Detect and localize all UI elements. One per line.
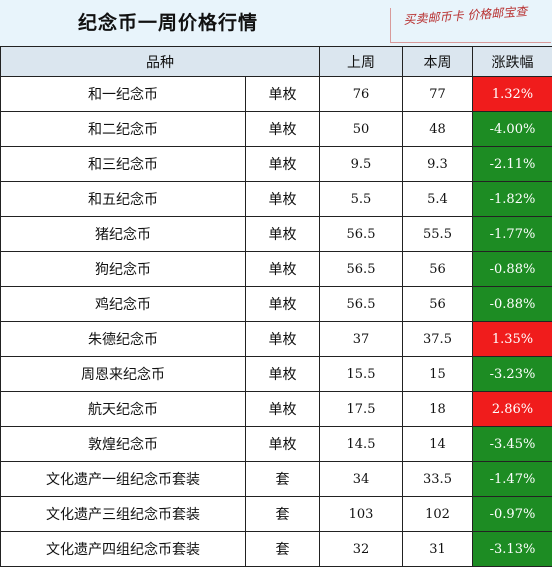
- table-row: 航天纪念币 单枚 17.5 18 2.86%: [0, 391, 552, 427]
- table-row: 周恩来纪念币 单枚 15.5 15 -3.23%: [0, 356, 552, 392]
- table-row: 文化遗产一组纪念币套装套 34 33.5 -1.47%: [0, 461, 552, 497]
- table-row: 文化遗产三组纪念币套装套 103 102 -0.97%: [0, 496, 552, 532]
- unit-cell: 单枚: [245, 286, 320, 322]
- title-bar: 纪念币一周价格行情 买卖邮币卡 价格邮宝查: [0, 0, 552, 46]
- coin-name-cell: 狗纪念币: [0, 251, 246, 287]
- this-week-price-cell: 56: [402, 251, 473, 287]
- change-cell: -0.97%: [472, 496, 552, 532]
- this-week-price-cell: 9.3: [402, 146, 473, 182]
- unit-cell: 单枚: [245, 251, 320, 287]
- coin-name-cell: 文化遗产四组纪念币套装: [0, 531, 246, 567]
- unit-cell: 单枚: [245, 181, 320, 217]
- unit-cell: 单枚: [245, 426, 320, 462]
- this-week-price-cell: 33.5: [402, 461, 473, 497]
- last-week-price-cell: 76: [319, 76, 403, 112]
- unit-cell: 套: [245, 496, 320, 532]
- brand-watermark: 买卖邮币卡 价格邮宝查: [390, 4, 551, 43]
- last-week-price-cell: 50: [319, 111, 403, 147]
- this-week-price-cell: 55.5: [402, 216, 473, 252]
- table-row: 敦煌纪念币 单枚 14.5 14 -3.45%: [0, 426, 552, 462]
- unit-cell: 单枚: [245, 111, 320, 147]
- table-row: 鸡纪念币 单枚 56.5 56 -0.88%: [0, 286, 552, 322]
- last-week-price-cell: 15.5: [319, 356, 403, 392]
- coin-name-cell: 敦煌纪念币: [0, 426, 246, 462]
- change-cell: 2.86%: [472, 391, 552, 427]
- table-row: 和一纪念币 单枚 76 77 1.32%: [0, 76, 552, 112]
- change-cell: -1.47%: [472, 461, 552, 497]
- coin-name-cell: 和三纪念币: [0, 146, 246, 182]
- table-body: 和一纪念币 单枚 76 77 1.32% 和二纪念币 单枚 50 48 -4.00% 和三纪念币 单枚…: [0, 76, 552, 567]
- unit-cell: 套: [245, 461, 320, 497]
- header-this-week: 本周: [402, 46, 473, 77]
- unit-cell: 单枚: [245, 391, 320, 427]
- coin-name-cell: 朱德纪念币: [0, 321, 246, 357]
- change-cell: -0.88%: [472, 286, 552, 322]
- change-cell: -0.88%: [472, 251, 552, 287]
- this-week-price-cell: 15: [402, 356, 473, 392]
- last-week-price-cell: 17.5: [319, 391, 403, 427]
- last-week-price-cell: 34: [319, 461, 403, 497]
- table-row: 和三纪念币 单枚 9.5 9.3 -2.11%: [0, 146, 552, 182]
- this-week-price-cell: 31: [402, 531, 473, 567]
- coin-name-cell: 和五纪念币: [0, 181, 246, 217]
- coin-name-cell: 和二纪念币: [0, 111, 246, 147]
- change-cell: 1.32%: [472, 76, 552, 112]
- last-week-price-cell: 14.5: [319, 426, 403, 462]
- price-table: 品种 上周 本周 涨跌幅 和一纪念币 单枚 76 77 1.32% 和二纪念币 单枚 50 48…: [0, 46, 552, 567]
- coin-name-cell: 周恩来纪念币: [0, 356, 246, 392]
- table-row: 和二纪念币 单枚 50 48 -4.00%: [0, 111, 552, 147]
- header-row: 品种 上周 本周 涨跌幅: [0, 46, 552, 77]
- unit-cell: 单枚: [245, 216, 320, 252]
- coin-name-cell: 文化遗产一组纪念币套装: [0, 461, 246, 497]
- change-cell: -3.45%: [472, 426, 552, 462]
- table-row: 朱德纪念币 单枚 37 37.5 1.35%: [0, 321, 552, 357]
- change-cell: -3.23%: [472, 356, 552, 392]
- change-cell: -1.82%: [472, 181, 552, 217]
- table-row: 文化遗产四组纪念币套装套 32 31 -3.13%: [0, 531, 552, 567]
- unit-cell: 单枚: [245, 76, 320, 112]
- header-last-week: 上周: [319, 46, 403, 77]
- change-cell: -1.77%: [472, 216, 552, 252]
- table-row: 狗纪念币 单枚 56.5 56 -0.88%: [0, 251, 552, 287]
- change-cell: -4.00%: [472, 111, 552, 147]
- this-week-price-cell: 77: [402, 76, 473, 112]
- this-week-price-cell: 5.4: [402, 181, 473, 217]
- change-cell: 1.35%: [472, 321, 552, 357]
- unit-cell: 单枚: [245, 356, 320, 392]
- this-week-price-cell: 102: [402, 496, 473, 532]
- coin-name-cell: 和一纪念币: [0, 76, 246, 112]
- header-variety: 品种: [0, 46, 320, 77]
- last-week-price-cell: 9.5: [319, 146, 403, 182]
- page-title: 纪念币一周价格行情: [78, 12, 259, 34]
- last-week-price-cell: 56.5: [319, 251, 403, 287]
- header-change: 涨跌幅: [472, 46, 552, 77]
- coin-name-cell: 航天纪念币: [0, 391, 246, 427]
- last-week-price-cell: 32: [319, 531, 403, 567]
- unit-cell: 套: [245, 531, 320, 567]
- coin-name-cell: 猪纪念币: [0, 216, 246, 252]
- change-cell: -3.13%: [472, 531, 552, 567]
- this-week-price-cell: 18: [402, 391, 473, 427]
- last-week-price-cell: 56.5: [319, 216, 403, 252]
- this-week-price-cell: 56: [402, 286, 473, 322]
- last-week-price-cell: 56.5: [319, 286, 403, 322]
- table-row: 猪纪念币 单枚 56.5 55.5 -1.77%: [0, 216, 552, 252]
- brand-text: 买卖邮币卡 价格邮宝查: [403, 4, 528, 27]
- unit-cell: 单枚: [245, 146, 320, 182]
- unit-cell: 单枚: [245, 321, 320, 357]
- this-week-price-cell: 48: [402, 111, 473, 147]
- table-row: 和五纪念币 单枚 5.5 5.4 -1.82%: [0, 181, 552, 217]
- last-week-price-cell: 37: [319, 321, 403, 357]
- this-week-price-cell: 14: [402, 426, 473, 462]
- last-week-price-cell: 103: [319, 496, 403, 532]
- this-week-price-cell: 37.5: [402, 321, 473, 357]
- coin-name-cell: 鸡纪念币: [0, 286, 246, 322]
- last-week-price-cell: 5.5: [319, 181, 403, 217]
- coin-name-cell: 文化遗产三组纪念币套装: [0, 496, 246, 532]
- change-cell: -2.11%: [472, 146, 552, 182]
